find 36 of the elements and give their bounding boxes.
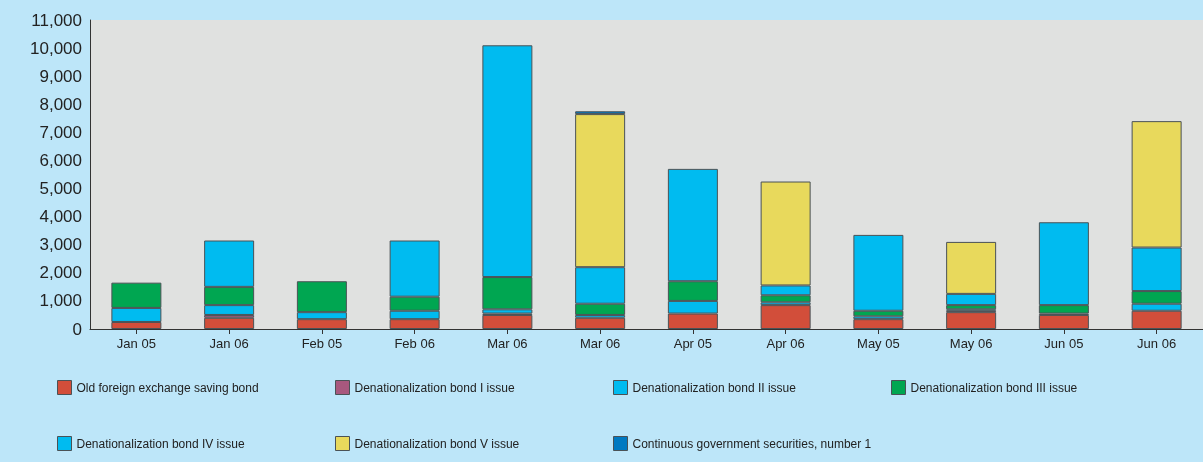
y-tick-label: 2,000 [39, 263, 82, 283]
bar [575, 317, 626, 329]
x-tick-label: May 05 [857, 336, 900, 351]
y-tick-label: 4,000 [39, 207, 82, 227]
x-tick-label: Jan 05 [116, 336, 156, 351]
x-tick-label: Jun 06 [1137, 336, 1177, 351]
x-tick-label: May 06 [949, 336, 993, 351]
legend-label: Continuous government securities, number 1 [632, 436, 872, 451]
x-tick-label: Apr 06 [766, 336, 805, 351]
x-tick-label: Feb 06 [394, 336, 435, 351]
bar [204, 317, 255, 329]
x-tick-label: Jan 06 [209, 336, 249, 351]
legend-label: Denationalization bond IV issue [76, 436, 245, 451]
y-tick-label: 7,000 [39, 122, 82, 142]
y-tick-label: 3,000 [39, 235, 82, 255]
x-tick-label: Mar 06 [487, 336, 528, 351]
y-tick-label: 0 [72, 319, 82, 339]
legend-label: Old foreign exchange saving bond [76, 380, 259, 395]
legend-label: Denationalization bond I issue [354, 380, 515, 395]
y-tick-label: 9,000 [39, 66, 82, 86]
legend-label: Denationalization bond III issue [910, 380, 1078, 395]
x-tick-label: Mar 06 [579, 336, 621, 351]
legend-label: Denationalization bond V issue [354, 436, 520, 451]
x-tick-label: Feb 05 [301, 336, 343, 351]
x-tick-label: Apr 05 [673, 336, 713, 351]
y-tick-label: 8,000 [39, 94, 82, 114]
bar [946, 312, 997, 329]
x-tick-label: Jun 05 [1044, 336, 1084, 351]
y-tick-label: 6,000 [39, 150, 82, 170]
legend-label: Denationalization bond II issue [632, 380, 797, 395]
bar [853, 319, 904, 329]
y-tick-label: 11,000 [31, 10, 82, 30]
y-tick-label: 10,000 [30, 38, 82, 58]
bar [760, 305, 811, 329]
y-tick-label: 5,000 [39, 179, 82, 199]
y-tick-label: 1,000 [39, 291, 82, 311]
